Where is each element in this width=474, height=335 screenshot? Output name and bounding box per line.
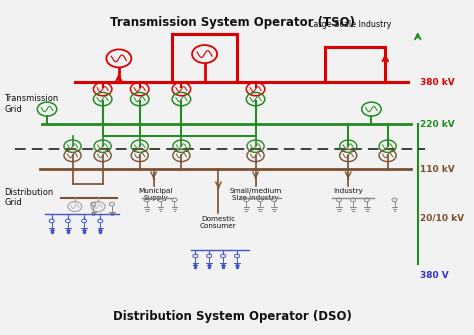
- Text: 380 V: 380 V: [420, 271, 449, 280]
- Text: Industry: Industry: [333, 188, 363, 194]
- Text: Municipal
Supply: Municipal Supply: [139, 188, 173, 201]
- Text: Domestic
Consumer: Domestic Consumer: [200, 216, 237, 229]
- Text: 380 kV: 380 kV: [420, 78, 455, 87]
- Text: Small/medium
Size industry: Small/medium Size industry: [229, 188, 282, 201]
- Text: Large Scale Industry: Large Scale Industry: [310, 19, 392, 28]
- Text: 220 kV: 220 kV: [420, 120, 455, 129]
- Text: 20/10 kV: 20/10 kV: [420, 213, 464, 222]
- Text: Transmission
Grid: Transmission Grid: [4, 94, 59, 114]
- Text: Distribution
Grid: Distribution Grid: [4, 188, 54, 207]
- Text: Transmission System Operator (TSO): Transmission System Operator (TSO): [110, 16, 355, 29]
- Text: Distribution System Operator (DSO): Distribution System Operator (DSO): [113, 310, 352, 323]
- Text: 110 kV: 110 kV: [420, 165, 455, 174]
